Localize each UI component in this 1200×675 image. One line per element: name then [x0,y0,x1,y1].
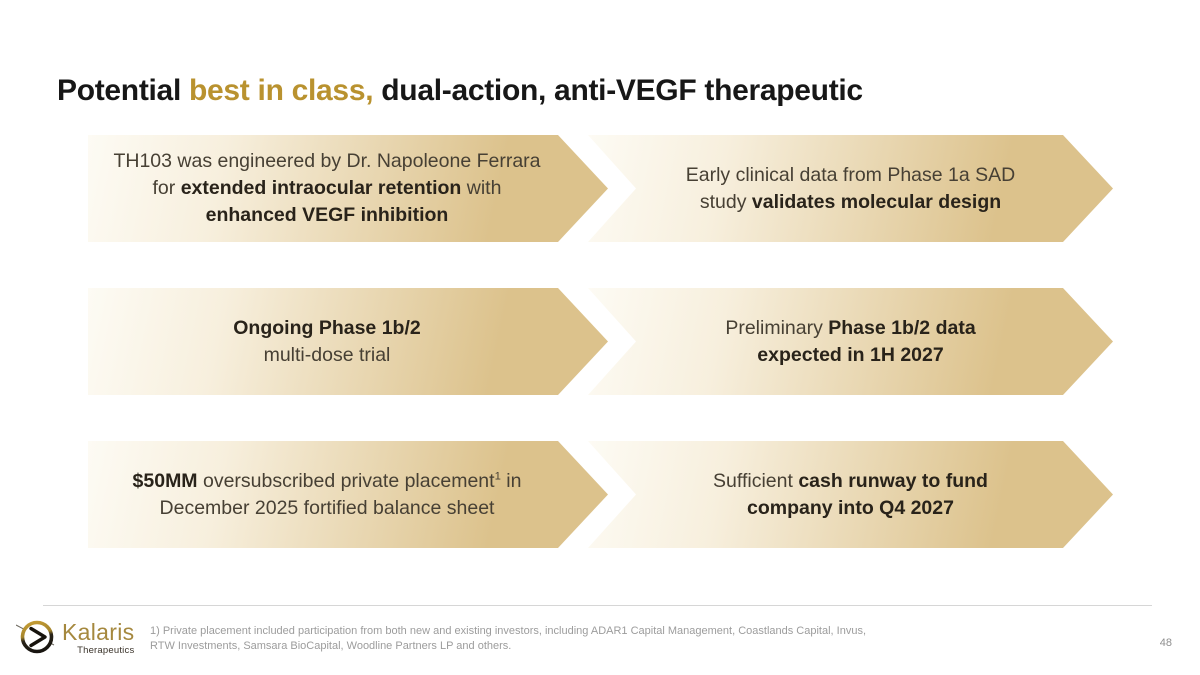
kalaris-logo-text: Kalaris Therapeutics [62,619,134,656]
kalaris-logo-icon [15,616,58,658]
arrow-box-text: $50MM oversubscribed private placement1 … [132,469,522,519]
arrow-box-text: Sufficient cash runway to fund company in… [713,469,988,519]
arrow-box-ongoing-trial: Ongoing Phase 1b/2 multi-dose trial [88,288,608,395]
arrow-row-3: $50MM oversubscribed private placement1 … [0,441,1200,548]
arrow-row-1: TH103 was engineered by Dr. Napoleone Fe… [0,135,1200,242]
footnote-line-2: RTW Investments, Samsara BioCapital, Woo… [150,640,512,652]
slide-title: Potential best in class, dual-action, an… [57,74,863,108]
arrow-box-th103-engineering: TH103 was engineered by Dr. Napoleone Fe… [88,135,608,242]
arrow-box-phase1a-data: Early clinical data from Phase 1a SAD stu… [588,135,1113,242]
arrow-box-text: Ongoing Phase 1b/2 multi-dose trial [233,316,421,366]
arrow-box-text: Early clinical data from Phase 1a SAD stu… [685,163,1016,213]
logo-tagline: Therapeutics [77,644,135,656]
arrow-row-2: Ongoing Phase 1b/2 multi-dose trial Preli… [0,288,1200,395]
page-number: 48 [1159,637,1172,649]
arrow-box-text: TH103 was engineered by Dr. Napoleone Fe… [113,150,541,226]
footer-divider [43,605,1152,606]
logo-company-name: Kalaris [62,618,135,645]
arrow-box-preliminary-data: Preliminary Phase 1b/2 data expected in 1… [588,288,1113,395]
arrow-box-text: Preliminary Phase 1b/2 data expected in 1… [725,316,976,366]
kalaris-logo: Kalaris Therapeutics [15,616,134,658]
footnote-line-1: 1) Private placement included participat… [150,625,866,637]
footnote: 1) Private placement included participat… [150,624,866,654]
arrow-box-cash-runway: Sufficient cash runway to fund company in… [588,441,1113,548]
arrow-box-private-placement: $50MM oversubscribed private placement1 … [88,441,608,548]
